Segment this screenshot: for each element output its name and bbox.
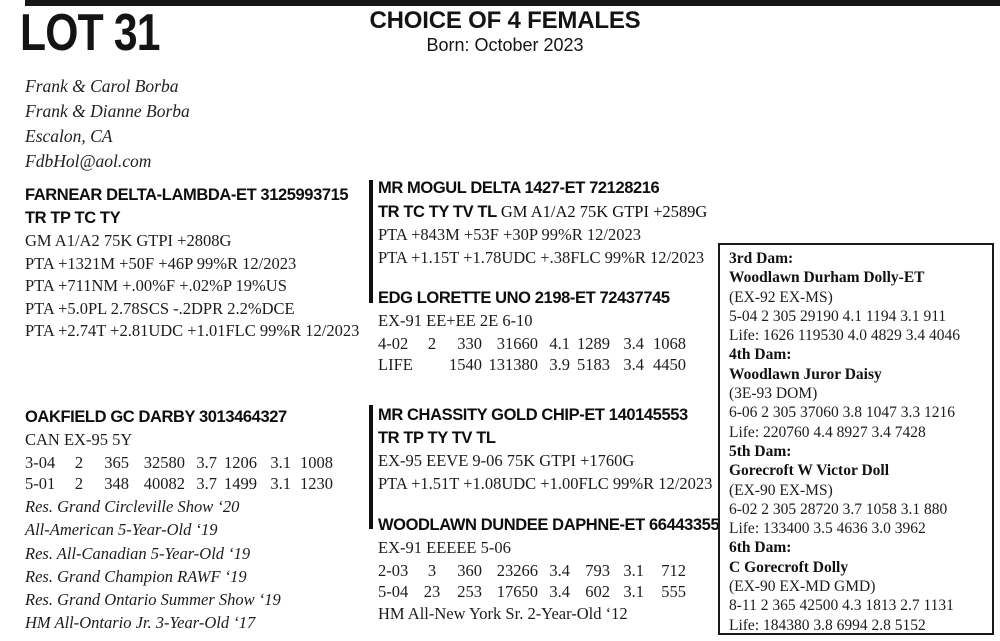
award-line: HM All-Ontario Jr. 3-Year-Old ‘17 (25, 613, 256, 633)
animal-name: MR CHASSITY GOLD CHIP-ET 140145553 (378, 406, 688, 424)
dam-label: 4th Dam: (729, 346, 792, 364)
consignor-line: Frank & Carol Borba (25, 76, 179, 96)
consignor-block: Frank & Carol Borba Frank & Dianne Borba… (25, 74, 190, 174)
lifetime-row: LIFE 1540 131380 3.9 5183 3.4 4450 (378, 355, 686, 375)
award-line: HM All-New York Sr. 2-Year-Old ‘12 (378, 604, 628, 624)
award-line: Res. All-Canadian 5-Year-Old ‘19 (25, 543, 251, 563)
consignor-line: Frank & Dianne Borba (25, 101, 190, 121)
dam-label: 3rd Dam: (729, 250, 794, 267)
award-line: Res. Grand Ontario Summer Show ‘19 (25, 589, 281, 609)
dam-name: Woodlawn Durham Dolly-ET (729, 269, 925, 287)
dam-name: Gorecroft W Victor Doll (729, 462, 889, 480)
genomic-codes: TR TP TC TY (25, 209, 121, 227)
pta-line: GM A1/A2 75K GTPI +2808G (25, 231, 232, 250)
animal-name: FARNEAR DELTA-LAMBDA-ET 3125993715 (25, 186, 349, 204)
animal-block-chassity: MR CHASSITY GOLD CHIP-ET 140145553 TR TP… (378, 404, 712, 495)
dam-line: Life: 1626 119530 4.0 4829 3.4 4046 (729, 327, 961, 345)
dam-line: 8-11 2 365 42500 4.3 1813 2.7 1131 (729, 597, 954, 615)
pedigree-bracket (369, 180, 373, 303)
dam-line: Life: 133400 3.5 4636 3.0 3962 (729, 520, 926, 538)
dam-line: (EX-92 EX-MS) (729, 288, 833, 306)
dam-name: Woodlawn Juror Daisy (729, 365, 882, 383)
dam-label: 5th Dam: (729, 442, 792, 460)
awards-list: Res. Grand Circleville Show ‘20 All-Amer… (25, 495, 333, 634)
award-line: Res. Grand Champion RAWF ‘19 (25, 566, 247, 586)
lactation-row: 5-01 2 348 40082 3.7 1499 3.1 1230 (25, 474, 333, 494)
dam-label: 6th Dam: (729, 539, 792, 557)
pta-line: PTA +5.0PL 2.78SCS -.2DPR 2.2%DCE (25, 298, 295, 318)
classification-score: EX-95 EEVE 9-06 75K GTPI +1760G (378, 451, 635, 470)
pta-line: PTA +1.15T +1.78UDC +.38FLC 99%R 12/2023 (378, 247, 705, 267)
top-rule (25, 0, 1000, 6)
lactation-row: 2-03 3 360 23266 3.4 793 3.1 712 (378, 560, 686, 580)
pta-line: PTA +843M +53F +30P 99%R 12/2023 (378, 225, 641, 244)
dam-name: C Gorecroft Dolly (729, 558, 849, 576)
dam-line: 5-04 2 305 29190 4.1 1194 3.1 911 (729, 307, 947, 325)
animal-block-farnear: FARNEAR DELTA-LAMBDA-ET 3125993715 TR TP… (25, 184, 359, 343)
animal-name: MR MOGUL DELTA 1427-ET 72128216 (378, 179, 660, 197)
lactation-row: 4-02 2 330 31660 4.1 1289 3.4 1068 (378, 333, 686, 353)
pta-line: PTA +1321M +50F +46P 99%R 12/2023 (25, 253, 297, 273)
genomic-codes: TR TP TY TV TL (378, 429, 496, 447)
classification-score: CAN EX-95 5Y (25, 430, 133, 449)
animal-block-woodlawn-daphne: WOODLAWN DUNDEE DAPHNE-ET 66443355 EX-91… (378, 514, 720, 625)
dam-line: 6-02 2 305 28720 3.7 1058 3.1 880 (729, 500, 948, 518)
animal-name: EDG LORETTE UNO 2198-ET 72437745 (378, 289, 670, 307)
animal-block-edg-lorette: EDG LORETTE UNO 2198-ET 72437745 EX-91 E… (378, 287, 686, 376)
pta-line: PTA +2.74T +2.81UDC +1.01FLC 99%R 12/202… (25, 321, 360, 340)
classification-score: EX-91 EE+EE 2E 6-10 (378, 311, 533, 330)
lactation-row: 3-04 2 365 32580 3.7 1206 3.1 1008 (25, 452, 333, 472)
animal-name: WOODLAWN DUNDEE DAPHNE-ET 66443355 (378, 516, 720, 534)
pedigree-bracket (369, 405, 373, 529)
birth-date: Born: October 2023 (426, 35, 584, 55)
genomic-codes: TR TC TY TV TL GM A1/A2 75K GTPI +2589G (378, 202, 708, 221)
animal-block-oakfield: OAKFIELD GC DARBY 3013464327 CAN EX-95 5… (25, 406, 333, 634)
lactation-row: 5-04 23 253 17650 3.4 602 3.1 555 (378, 582, 686, 602)
consignor-line: Escalon, CA (25, 126, 113, 146)
dam-line: Life: 184380 3.8 6994 2.8 5152 (729, 616, 926, 634)
dam-line: (EX-90 EX-MD GMD) (729, 578, 876, 596)
gtpi-line: GM A1/A2 75K GTPI +2589G (496, 202, 708, 221)
sale-title: CHOICE OF 4 FEMALES (369, 7, 641, 34)
consignor-email: FdbHol@aol.com (25, 151, 152, 171)
dam-line: Life: 220760 4.4 8927 3.4 7428 (729, 423, 926, 441)
extended-pedigree-box: 3rd Dam: Woodlawn Durham Dolly-ET (EX-92… (718, 243, 994, 635)
dam-line: (EX-90 EX-MS) (729, 481, 833, 499)
pta-line: PTA +711NM +.00%F +.02%P 19%US (25, 276, 287, 295)
classification-score: EX-91 EEEEE 5-06 (378, 538, 511, 557)
dam-line: (3E-93 DOM) (729, 385, 818, 403)
animal-name: OAKFIELD GC DARBY 3013464327 (25, 408, 287, 426)
award-line: Res. Grand Circleville Show ‘20 (25, 497, 240, 517)
animal-block-mogul-delta: MR MOGUL DELTA 1427-ET 72128216 TR TC TY… (378, 177, 707, 269)
dam-line: 6-06 2 305 37060 3.8 1047 3.3 1216 (729, 404, 956, 422)
pta-line: PTA +1.51T +1.08UDC +1.00FLC 99%R 12/202… (378, 473, 713, 493)
lot-number: LOT 31 (20, 4, 160, 62)
title-block: CHOICE OF 4 FEMALES Born: October 2023 (305, 8, 705, 56)
award-line: All-American 5-Year-Old ‘19 (25, 520, 218, 540)
